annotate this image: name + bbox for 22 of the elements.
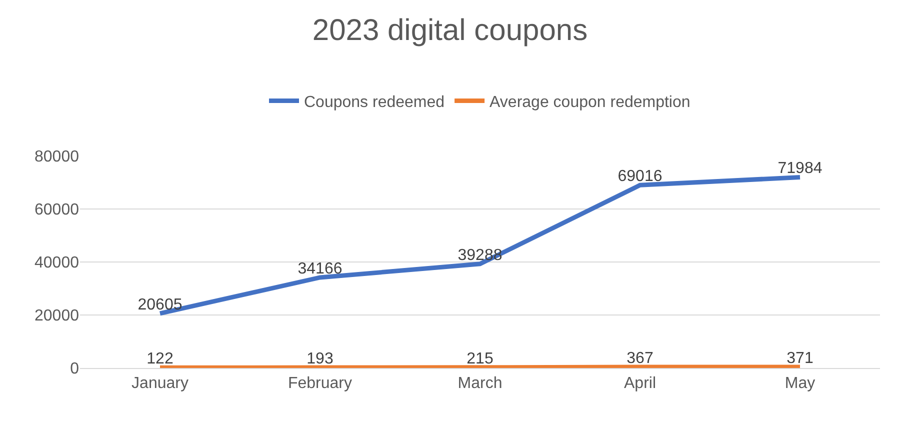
x-tick-label: January	[132, 375, 188, 392]
y-tick-label: 0	[70, 360, 80, 378]
data-label: 215	[466, 350, 494, 368]
data-label: 71984	[778, 160, 822, 178]
data-label: 367	[626, 350, 654, 368]
legend-label: Average coupon redemption	[490, 94, 690, 111]
data-label: 371	[786, 350, 814, 368]
data-label: 20605	[138, 296, 182, 314]
data-label: 122	[146, 350, 174, 368]
y-tick-label: 40000	[34, 254, 80, 272]
x-tick-label: March	[458, 375, 502, 392]
x-tick-label: May	[784, 375, 816, 392]
y-tick-label: 20000	[34, 308, 80, 325]
y-tick-label: 60000	[34, 202, 80, 219]
x-tick-label: February	[288, 375, 352, 392]
data-label: 69016	[618, 168, 662, 186]
chart-title: 2023 digital coupons	[312, 14, 588, 48]
data-label: 193	[306, 350, 334, 368]
x-tick-label: April	[624, 375, 656, 392]
y-tick-label: 80000	[34, 148, 80, 166]
data-label: 34166	[298, 260, 342, 278]
legend-label: Coupons redeemed	[304, 94, 445, 111]
